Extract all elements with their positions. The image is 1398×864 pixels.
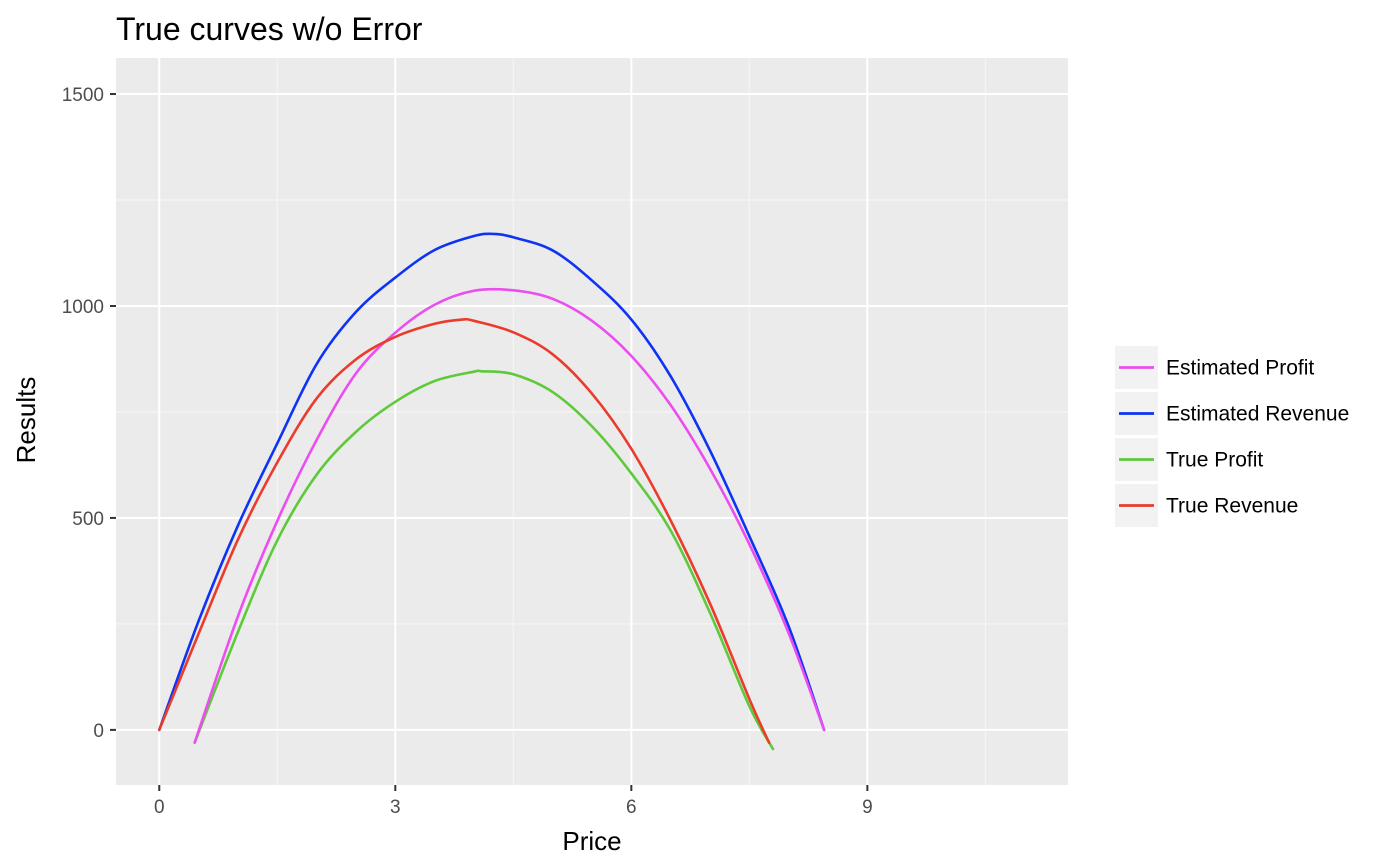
x-tick-label: 9	[862, 797, 873, 818]
x-axis-title: Price	[562, 826, 621, 856]
y-tick-label: 0	[93, 721, 104, 742]
x-tick-label: 3	[390, 797, 401, 818]
grid-major	[116, 58, 1068, 785]
legend: Estimated Profit Estimated Revenue True Pr…	[1115, 346, 1349, 527]
x-axis: 0 3 6 9	[154, 785, 873, 818]
legend-label-true-profit: True Profit	[1166, 449, 1263, 472]
plot-panel	[116, 58, 1068, 785]
legend-label-estimated-revenue: Estimated Revenue	[1166, 403, 1349, 426]
series-line-estimated-profit	[193, 287, 826, 744]
y-axis-title: Results	[11, 377, 41, 464]
x-tick-label: 0	[154, 797, 165, 818]
y-tick-label: 1500	[62, 85, 104, 106]
x-tick-label: 6	[626, 797, 637, 818]
series-line-true-profit	[193, 369, 775, 751]
chart-title: True curves w/o Error	[116, 11, 423, 47]
series-line-estimated-revenue	[157, 232, 826, 732]
y-tick-label: 1000	[62, 297, 104, 318]
legend-label-estimated-profit: Estimated Profit	[1166, 357, 1314, 380]
legend-label-true-revenue: True Revenue	[1166, 495, 1298, 518]
y-tick-label: 500	[72, 509, 104, 530]
y-axis: 0 500 1000 1500	[62, 85, 116, 742]
series-layer	[157, 232, 826, 751]
series-line-true-revenue	[157, 317, 771, 744]
grid-minor	[116, 58, 1068, 785]
